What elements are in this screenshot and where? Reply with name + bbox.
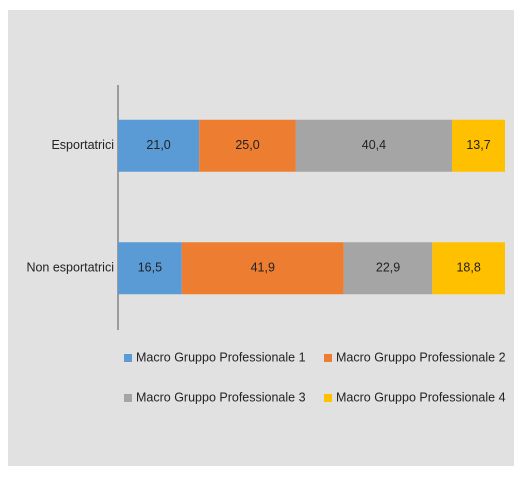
bar-segment bbox=[199, 119, 296, 172]
data-label: 25,0 bbox=[235, 138, 259, 152]
data-label: 16,5 bbox=[138, 261, 162, 275]
legend-label: Macro Gruppo Professionale 2 bbox=[336, 350, 506, 364]
y-tick-label: Esportatrici bbox=[51, 138, 114, 152]
bar-segment bbox=[295, 119, 453, 172]
legend-label: Macro Gruppo Professionale 4 bbox=[336, 390, 506, 404]
y-tick-label: Non esportatrici bbox=[26, 261, 114, 275]
legend-swatch bbox=[324, 354, 332, 362]
data-label: 22,9 bbox=[376, 261, 400, 275]
data-label: 13,7 bbox=[466, 138, 490, 152]
legend-label: Macro Gruppo Professionale 1 bbox=[136, 350, 306, 364]
data-label: 21,0 bbox=[146, 138, 170, 152]
chart-background bbox=[8, 10, 514, 466]
data-label: 41,9 bbox=[251, 261, 275, 275]
legend-label: Macro Gruppo Professionale 3 bbox=[136, 390, 306, 404]
bar-segment bbox=[343, 242, 433, 295]
bar-segment bbox=[118, 242, 182, 295]
bar-segment bbox=[181, 242, 344, 295]
bar-segment bbox=[452, 119, 505, 172]
data-label: 18,8 bbox=[456, 261, 480, 275]
legend-swatch bbox=[124, 354, 132, 362]
bar-segment bbox=[432, 242, 505, 295]
legend-swatch bbox=[124, 394, 132, 402]
legend-swatch bbox=[324, 394, 332, 402]
data-label: 40,4 bbox=[362, 138, 386, 152]
bar-segment bbox=[118, 119, 200, 172]
